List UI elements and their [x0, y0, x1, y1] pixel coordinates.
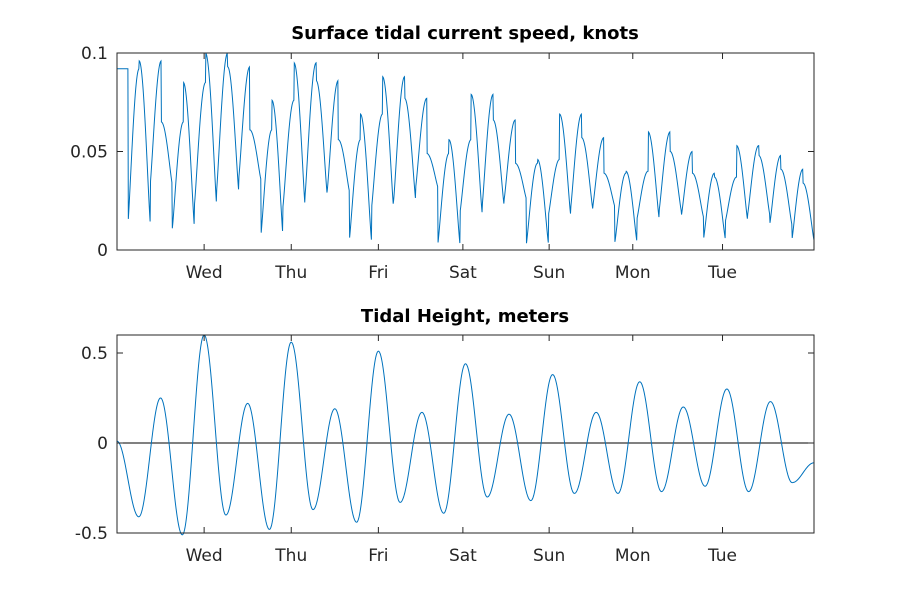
- x-tick-label: Sun: [533, 263, 565, 283]
- y-tick-label: -0.5: [75, 524, 108, 544]
- x-tick-label: Sat: [449, 263, 477, 283]
- x-tick-label: Wed: [186, 263, 223, 283]
- y-tick-label: 0: [97, 434, 108, 454]
- series-line-tidal-height: [116, 334, 815, 536]
- x-tick-label: Mon: [615, 546, 651, 566]
- y-tick-label: 0.5: [81, 344, 108, 364]
- x-tick-label: Thu: [274, 263, 307, 283]
- x-tick-label: Wed: [186, 546, 223, 566]
- x-tick-label: Tue: [707, 546, 737, 566]
- plot-area-tidal-height: [116, 334, 815, 536]
- plot-area-current-speed: [117, 53, 815, 244]
- y-axis-tidal-height: -0.5 0 0.5: [75, 344, 814, 544]
- series-line-current-speed: [117, 53, 815, 244]
- x-tick-label: Fri: [368, 546, 388, 566]
- x-tick-label: Sat: [449, 546, 477, 566]
- y-axis-current-speed: 0 0.05 0.1: [70, 44, 814, 261]
- x-axis-tidal-height: Wed Thu Fri Sat Sun Mon Tue: [186, 335, 737, 566]
- x-tick-label: Fri: [368, 263, 388, 283]
- x-tick-label: Sun: [533, 546, 565, 566]
- chart-title-current-speed: Surface tidal current speed, knots: [291, 23, 639, 44]
- subplot-tidal-height: Tidal Height, meters -0.5 0 0.5 Wed Thu Fri S…: [75, 306, 815, 566]
- y-tick-label: 0.1: [81, 44, 108, 64]
- x-tick-label: Thu: [274, 546, 307, 566]
- y-tick-label: 0.05: [70, 143, 108, 163]
- x-tick-label: Mon: [615, 263, 651, 283]
- y-tick-label: 0: [97, 241, 108, 261]
- x-axis-current-speed: Wed Thu Fri Sat Sun Mon Tue: [186, 53, 737, 283]
- x-tick-label: Tue: [707, 263, 737, 283]
- axes-frame-tidal-height: [116, 334, 815, 534]
- subplot-current-speed: Surface tidal current speed, knots 0 0.05…: [70, 23, 815, 283]
- chart-title-tidal-height: Tidal Height, meters: [361, 306, 569, 327]
- axes-frame-current-speed: [116, 52, 815, 251]
